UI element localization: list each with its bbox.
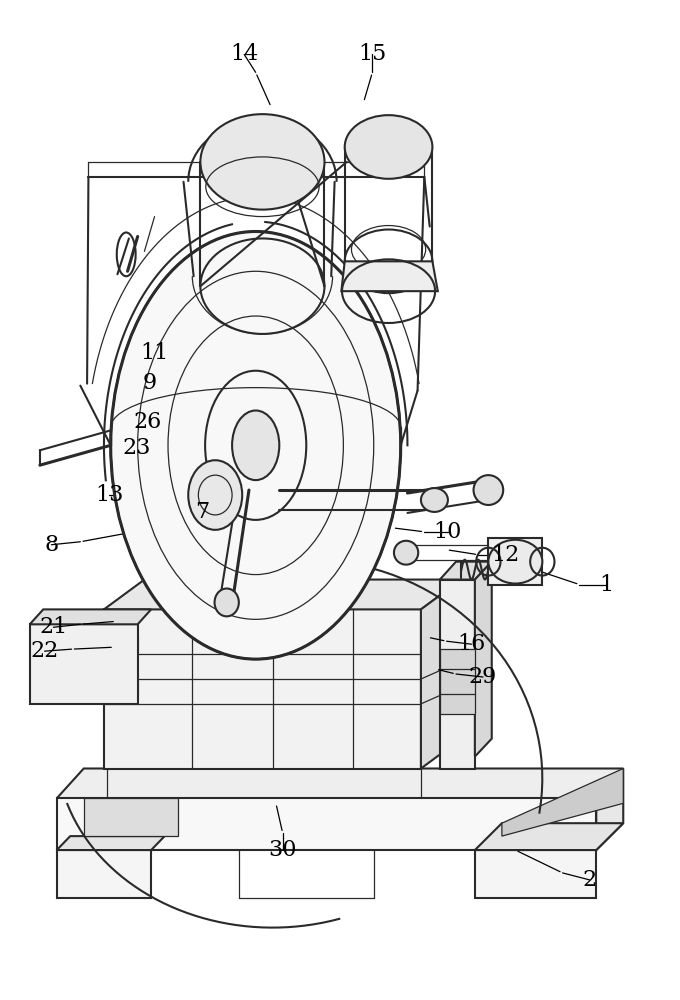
Polygon shape xyxy=(488,538,543,585)
Ellipse shape xyxy=(473,475,503,505)
Text: 15: 15 xyxy=(358,43,386,65)
Polygon shape xyxy=(30,624,137,704)
Polygon shape xyxy=(30,609,151,624)
Text: 11: 11 xyxy=(140,342,169,364)
Text: 23: 23 xyxy=(122,437,150,459)
Polygon shape xyxy=(475,850,596,898)
Ellipse shape xyxy=(421,488,448,512)
Polygon shape xyxy=(84,798,178,836)
Polygon shape xyxy=(56,768,624,798)
Text: 10: 10 xyxy=(434,521,462,543)
Text: 8: 8 xyxy=(44,534,58,556)
Text: 14: 14 xyxy=(230,43,258,65)
Text: 26: 26 xyxy=(134,411,162,433)
Text: 7: 7 xyxy=(194,501,209,523)
Polygon shape xyxy=(596,768,624,850)
Polygon shape xyxy=(475,562,492,757)
Polygon shape xyxy=(440,649,475,714)
Text: 13: 13 xyxy=(95,484,124,506)
Ellipse shape xyxy=(345,115,432,179)
Text: 16: 16 xyxy=(458,633,486,655)
Text: 22: 22 xyxy=(31,640,58,662)
Ellipse shape xyxy=(488,540,543,584)
Text: 12: 12 xyxy=(491,544,520,566)
Polygon shape xyxy=(56,850,151,898)
Polygon shape xyxy=(421,580,462,768)
Text: 1: 1 xyxy=(599,574,613,596)
Polygon shape xyxy=(440,580,475,768)
Polygon shape xyxy=(104,609,421,768)
Polygon shape xyxy=(56,798,596,850)
Polygon shape xyxy=(56,836,165,850)
Ellipse shape xyxy=(394,541,418,565)
Text: 29: 29 xyxy=(469,666,497,688)
Ellipse shape xyxy=(232,410,279,480)
Text: 2: 2 xyxy=(583,869,596,891)
Text: 30: 30 xyxy=(269,839,297,861)
Polygon shape xyxy=(475,823,624,850)
Polygon shape xyxy=(440,562,492,580)
Ellipse shape xyxy=(215,589,239,616)
Polygon shape xyxy=(104,580,462,609)
Polygon shape xyxy=(502,768,624,836)
Text: 9: 9 xyxy=(143,372,157,394)
Ellipse shape xyxy=(111,232,401,659)
Ellipse shape xyxy=(188,460,242,530)
Text: 21: 21 xyxy=(39,616,67,638)
Ellipse shape xyxy=(201,114,324,210)
Polygon shape xyxy=(341,261,438,291)
